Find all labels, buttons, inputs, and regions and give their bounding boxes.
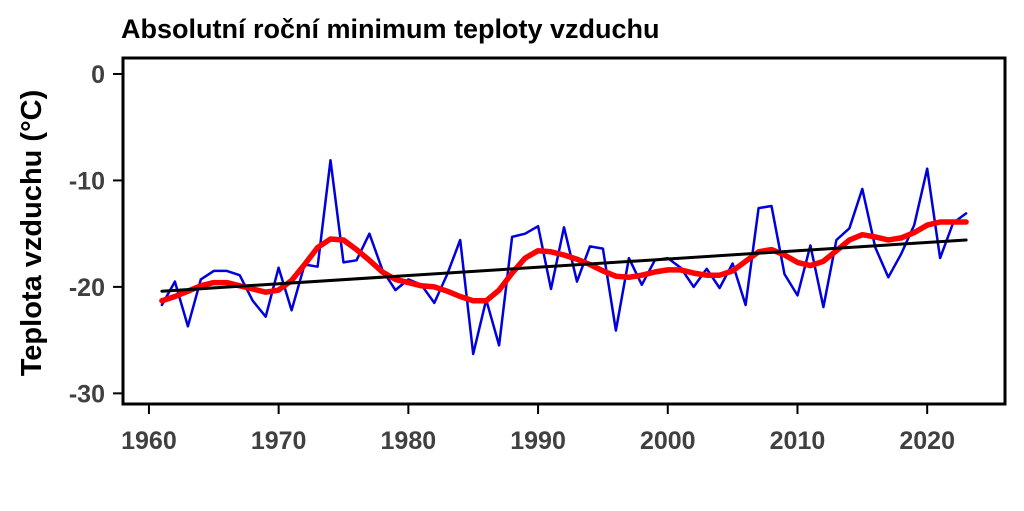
x-tick-label: 1980: [381, 427, 437, 455]
y-tick-label: -10: [69, 167, 105, 195]
chart-title: Absolutní roční minimum teploty vzduchu: [121, 14, 660, 44]
y-tick-label: -30: [69, 380, 105, 408]
plot-frame: [121, 56, 1007, 406]
x-tick-label: 1970: [251, 427, 307, 455]
x-tick-label: 2000: [640, 427, 696, 455]
x-tick-label: 1960: [121, 427, 177, 455]
y-axis-label: Teplota vzduchu (°C): [16, 90, 48, 377]
series-line-annual: [160, 158, 968, 356]
series-line-trend: [160, 238, 968, 293]
x-tick-label: 2010: [770, 427, 826, 455]
x-axis: 1960 1970 1980 1990 2000 2010 2020: [121, 404, 955, 455]
x-tick-label: 2020: [899, 427, 955, 455]
y-axis: 0 -10 -20 -30: [69, 61, 123, 408]
x-tick-label: 1990: [510, 427, 566, 455]
y-tick-label: 0: [91, 61, 105, 89]
plot-area: [159, 158, 969, 356]
series-line-smoothed: [159, 219, 969, 304]
y-tick-label: -20: [69, 274, 105, 302]
